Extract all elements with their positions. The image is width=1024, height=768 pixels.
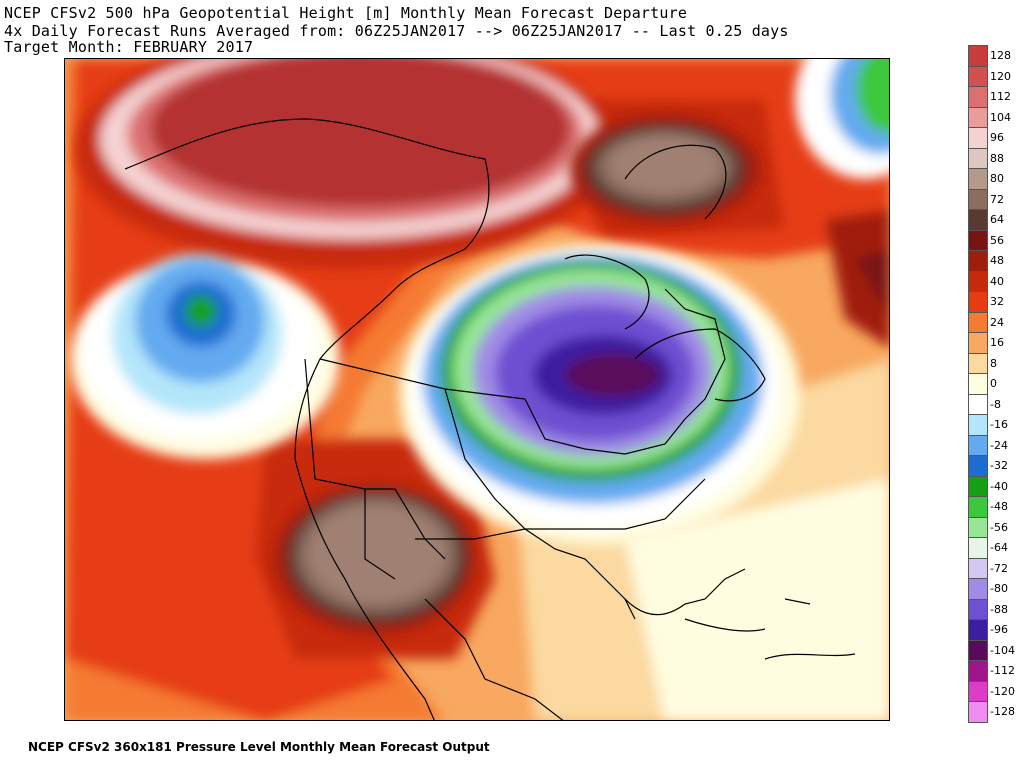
- legend-label: -32: [990, 459, 1008, 473]
- legend-label: -72: [990, 561, 1008, 575]
- legend-swatch: [968, 455, 988, 477]
- legend-label: 16: [990, 336, 1004, 350]
- legend-label: 112: [990, 90, 1011, 104]
- coastline-overlay: [124, 118, 856, 720]
- legend-label: -24: [990, 438, 1008, 452]
- legend-label: -40: [990, 479, 1008, 493]
- legend-swatch: [968, 496, 988, 518]
- forecast-map: [64, 58, 890, 721]
- height-anomaly-field: [65, 59, 889, 720]
- legend-label: -48: [990, 500, 1008, 514]
- legend-label: 104: [990, 110, 1011, 124]
- legend-label: 96: [990, 131, 1004, 145]
- legend-swatch: [968, 106, 988, 128]
- legend-label: 40: [990, 274, 1004, 288]
- legend-label: 24: [990, 315, 1004, 329]
- map-title-line-1: NCEP CFSv2 500 hPa Geopotential Height […: [4, 4, 688, 22]
- legend-label: 72: [990, 192, 1004, 206]
- legend-label: -80: [990, 582, 1008, 596]
- legend-swatch: [968, 332, 988, 354]
- color-legend: 128 120 112 104 96 88 80 72 64 56 48 40 32 24 16 8 0 -8 -1…: [968, 45, 1024, 725]
- legend-swatch: [968, 147, 988, 169]
- legend-label: -88: [990, 602, 1008, 616]
- legend-swatch: [968, 127, 988, 149]
- legend-label: 128: [990, 49, 1011, 63]
- legend-swatch: [968, 701, 988, 723]
- legend-label: 56: [990, 233, 1004, 247]
- map-footer: NCEP CFSv2 360x181 Pressure Level Monthl…: [28, 740, 490, 754]
- legend-swatch: [968, 557, 988, 579]
- legend-label: -8: [990, 397, 1001, 411]
- legend-swatch: [968, 209, 988, 231]
- legend-swatch: [968, 86, 988, 108]
- legend-swatch: [968, 598, 988, 620]
- legend-swatch: [968, 639, 988, 661]
- legend-label: 64: [990, 213, 1004, 227]
- legend-swatch: [968, 270, 988, 292]
- legend-swatch: [968, 373, 988, 395]
- legend-swatch: [968, 65, 988, 87]
- legend-swatch: [968, 229, 988, 251]
- legend-label: -64: [990, 541, 1008, 555]
- legend-label: -120: [990, 684, 1015, 698]
- legend-swatch: [968, 291, 988, 313]
- map-title-line-3: Target Month: FEBRUARY 2017: [4, 38, 254, 56]
- legend-label: 88: [990, 151, 1004, 165]
- map-title-line-2: 4x Daily Forecast Runs Averaged from: 06…: [4, 22, 789, 40]
- legend-label: 0: [990, 377, 997, 391]
- legend-swatch: [968, 168, 988, 190]
- legend-swatch: [968, 475, 988, 497]
- legend-swatch: [968, 660, 988, 682]
- legend-swatch: [968, 516, 988, 538]
- legend-label: -56: [990, 520, 1008, 534]
- legend-swatch: [968, 352, 988, 374]
- legend-label: 48: [990, 254, 1004, 268]
- legend-swatch: [968, 250, 988, 272]
- legend-swatch: [968, 578, 988, 600]
- legend-label: -112: [990, 664, 1015, 678]
- legend-swatch: [968, 414, 988, 436]
- legend-swatch: [968, 619, 988, 641]
- legend-label: 80: [990, 172, 1004, 186]
- legend-swatch: [968, 393, 988, 415]
- legend-label: 32: [990, 295, 1004, 309]
- legend-swatch: [968, 45, 988, 67]
- legend-swatch: [968, 537, 988, 559]
- legend-swatch: [968, 311, 988, 333]
- legend-swatch: [968, 188, 988, 210]
- legend-label: 8: [990, 356, 997, 370]
- legend-label: -128: [990, 705, 1015, 719]
- legend-swatch: [968, 434, 988, 456]
- legend-swatch: [968, 680, 988, 702]
- legend-label: -96: [990, 623, 1008, 637]
- legend-label: -104: [990, 643, 1015, 657]
- legend-label: -16: [990, 418, 1008, 432]
- legend-label: 120: [990, 69, 1011, 83]
